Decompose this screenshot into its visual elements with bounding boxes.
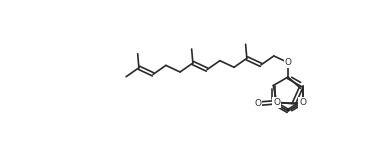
- Text: O: O: [273, 98, 280, 107]
- Text: O: O: [255, 99, 261, 108]
- Text: O: O: [285, 58, 291, 67]
- Text: O: O: [299, 98, 306, 107]
